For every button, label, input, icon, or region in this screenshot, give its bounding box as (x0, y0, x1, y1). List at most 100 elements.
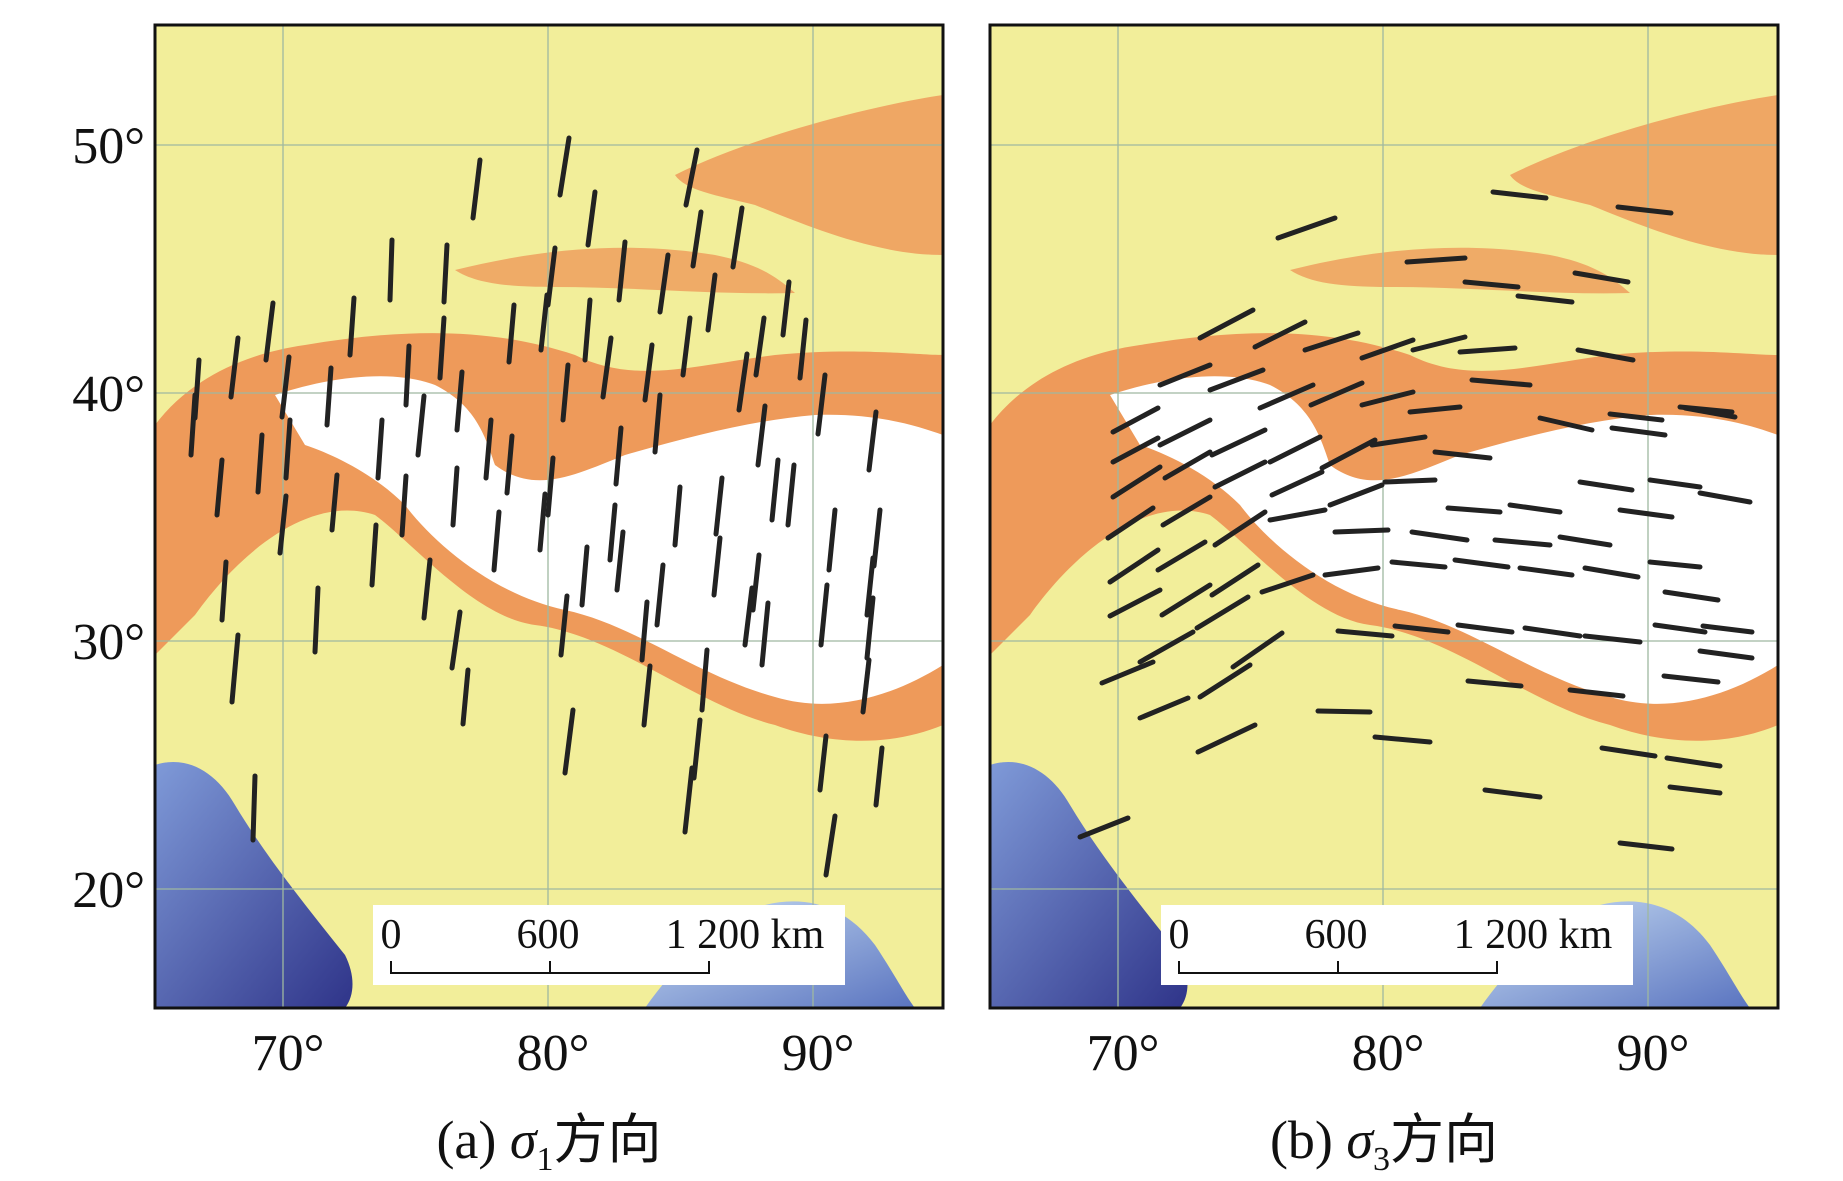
map-panel-a: 0 600 1 200 km (153, 23, 945, 1010)
stress-bar (403, 343, 412, 408)
stress-bar (470, 157, 483, 221)
tibetan-plateau (275, 376, 943, 704)
stress-bar (1404, 255, 1468, 265)
stress-bar (1105, 505, 1156, 541)
stress-bar (817, 733, 829, 793)
stress-bar (860, 657, 872, 715)
stress-bar (329, 472, 340, 533)
stress-bar (1607, 411, 1665, 423)
stress-bar (504, 433, 515, 496)
stress-bar (1409, 529, 1470, 543)
panel-frame (153, 23, 945, 1010)
scale-label-600: 600 (1305, 912, 1368, 958)
stress-bar (1160, 494, 1213, 528)
stress-bar (1327, 482, 1385, 508)
stress-bar (421, 557, 433, 621)
stress-bar (607, 502, 618, 563)
stress-bar (387, 237, 395, 303)
scale-label-1200: 1 200 km (1454, 912, 1613, 958)
scale-label-600: 600 (517, 912, 580, 958)
stress-bar (1457, 345, 1518, 355)
stress-bar (537, 491, 548, 553)
arabian-sea (990, 761, 1188, 1008)
stress-bar (1269, 469, 1325, 498)
stress-bar (742, 585, 755, 648)
stress-bar (639, 599, 650, 663)
stress-bar (797, 317, 809, 381)
stress-bar (1137, 695, 1191, 721)
x-axis-labels-b: 70° 80° 90° (1087, 1025, 1690, 1082)
x-axis-labels-a: 70° 80° 90° (252, 1025, 855, 1082)
stress-bar (250, 773, 258, 843)
stress-bar (1662, 589, 1721, 603)
stress-bar (1455, 622, 1515, 635)
northern-highlands (1510, 95, 1778, 255)
stress-bar (1392, 623, 1451, 635)
stress-bar (683, 147, 700, 208)
stress-bar (1209, 427, 1268, 458)
y-axis-labels: 50° 40° 30° 20° (72, 118, 145, 919)
stress-bar (1110, 435, 1161, 465)
x-label-80: 80° (1352, 1025, 1425, 1082)
stress-bar (1159, 582, 1213, 618)
stress-bar (1155, 539, 1208, 573)
stress-bar (312, 585, 321, 655)
stress-bar (1647, 559, 1703, 570)
stress-bar (1407, 404, 1463, 415)
stress-bar (1697, 490, 1753, 505)
stress-bar (324, 365, 334, 428)
stress-bar (1667, 784, 1723, 796)
stress-bars-sigma1 (188, 135, 885, 878)
stress-bar (562, 707, 576, 776)
stress-bar (1490, 189, 1549, 201)
stress-bar (558, 593, 570, 658)
caption-b-suffix: 方向 (1390, 1110, 1498, 1170)
stress-bar (815, 372, 828, 437)
stress-bar (538, 292, 550, 353)
stress-bar (736, 351, 750, 413)
stress-bar (1617, 840, 1675, 852)
scale-bar: 0 600 1 200 km (373, 905, 845, 985)
stress-bar (1575, 347, 1636, 363)
stress-bar (1697, 648, 1755, 661)
stress-bar (263, 300, 276, 363)
stress-bar (614, 529, 626, 593)
stress-bar (1335, 628, 1395, 639)
stress-bar (657, 252, 671, 315)
stress-bar (1577, 479, 1635, 493)
stress-bar (1162, 449, 1213, 481)
panel-frame (988, 23, 1780, 1010)
stress-bar (1372, 734, 1433, 745)
stress-bar (753, 315, 767, 378)
stress-bar (1359, 337, 1416, 361)
stress-bar (1462, 279, 1521, 290)
stress-bar (699, 647, 710, 713)
stress-bar (1507, 502, 1563, 515)
stress-bar (642, 342, 655, 403)
stress-bar (823, 813, 838, 878)
stress-bar (1099, 659, 1156, 686)
caption-a-subscript: 1 (537, 1141, 554, 1178)
caption-b-subscript: 3 (1373, 1141, 1390, 1178)
stress-bar (1369, 434, 1428, 448)
stress-bar (1582, 633, 1643, 645)
stress-bar (1700, 623, 1755, 635)
scale-label-1200: 1 200 km (666, 912, 825, 958)
stress-bar (1359, 389, 1416, 408)
stress-bar (1194, 594, 1251, 631)
stress-bar (1332, 527, 1391, 535)
stress-bar (1615, 204, 1674, 216)
stress-bar (449, 609, 463, 671)
stress-bar (214, 457, 225, 518)
stress-bar (1252, 319, 1308, 350)
caption-a-sigma: σ (510, 1110, 539, 1170)
stress-bar (1107, 547, 1161, 585)
stress-bar (780, 279, 792, 338)
stress-bar (613, 425, 624, 487)
caption-a: (a) σ1方向 (436, 1110, 661, 1178)
stress-bar (1492, 537, 1553, 548)
stress-bar (1137, 629, 1196, 665)
y-label-40: 40° (72, 366, 145, 423)
stress-bar (600, 335, 614, 400)
stress-bar (347, 295, 357, 358)
